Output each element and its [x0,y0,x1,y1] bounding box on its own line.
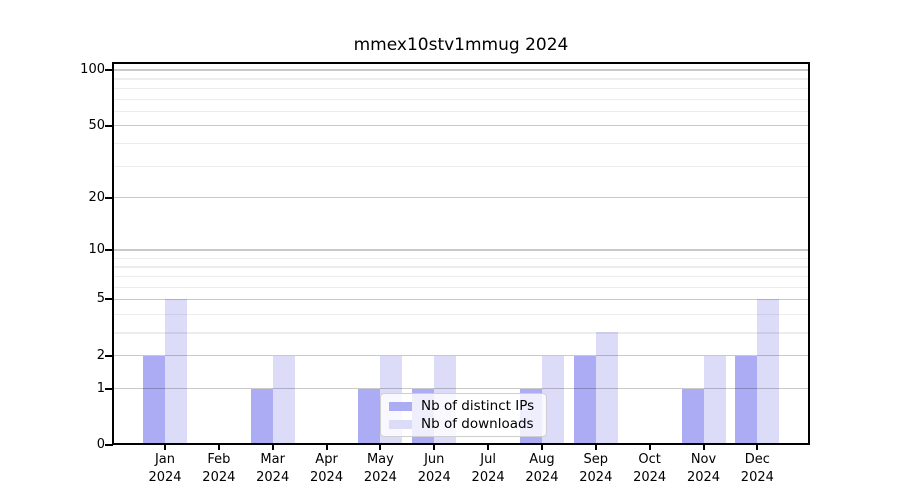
gridline-minor-4 [114,314,808,316]
bar-downloads-nov [703,355,726,443]
x-axis-tick-label-dec: Dec 2024 [725,451,789,487]
x-axis-tick-year-oct: 2024 [633,470,667,485]
y-axis-tick-label-50: 50 [88,117,105,133]
y-tick-mark-5 [105,298,113,301]
x-axis-tick-year-mar: 2024 [256,470,290,485]
y-axis-tick-label-1: 1 [96,380,105,396]
legend-swatch-downloads [389,419,412,429]
plot-spine-left [112,62,114,445]
bar-distinct-ips-may [358,388,381,443]
bar-distinct-ips-dec [735,355,758,443]
gridline-major-5 [114,298,808,301]
bar-distinct-ips-nov [681,388,704,443]
bar-downloads-sep [595,332,618,443]
y-axis-tick-label-100: 100 [80,62,105,77]
bar-distinct-ips-sep [573,355,596,443]
x-axis-tick-label-oct: Oct 2024 [618,451,682,487]
bar-downloads-mar [272,355,295,443]
plot-spine-bottom [112,443,810,445]
y-tick-mark-20 [105,196,113,199]
x-tick-mark-feb [217,445,220,450]
x-axis-tick-label-jun: Jun 2024 [402,451,466,487]
x-axis-tick-year-apr: 2024 [310,470,344,485]
x-tick-mark-nov [702,445,705,450]
legend-item-distinct-ips: Nb of distinct IPs [389,397,538,414]
legend-swatch-distinct-ips [389,401,412,411]
gridline-minor-90 [114,78,808,80]
gridline-major-20 [114,196,808,199]
gridline-minor-80 [114,87,808,90]
gridline-major-50 [114,124,808,127]
x-axis-tick-year-jan: 2024 [148,470,182,485]
x-axis-tick-label-apr: Apr 2024 [295,451,359,487]
y-tick-mark-1 [105,387,113,390]
y-tick-mark-100 [105,69,113,71]
x-axis-tick-year-dec: 2024 [740,470,774,485]
gridline-minor-9 [114,257,808,260]
bar-downloads-aug [541,355,564,443]
gridline-minor-40 [114,143,808,145]
x-tick-mark-oct [648,445,651,450]
y-tick-mark-0 [105,444,113,446]
plot-spine-right [808,62,810,445]
y-axis-tick-label-20: 20 [88,189,105,205]
gridline-minor-60 [114,110,808,113]
gridline-minor-3 [114,332,808,334]
x-axis-tick-year-sep: 2024 [579,470,613,485]
x-tick-mark-jan [164,445,166,450]
x-axis-tick-year-feb: 2024 [202,470,236,485]
x-tick-mark-jul [487,445,490,450]
legend-item-downloads: Nb of downloads [389,415,538,432]
bar-downloads-jan [165,299,187,443]
y-tick-mark-50 [105,124,113,127]
x-tick-mark-apr [325,445,328,450]
x-axis-tick-label-jul: Jul 2024 [456,451,520,487]
plot-area [105,62,810,450]
x-axis-tick-label-aug: Aug 2024 [510,451,574,487]
gridline-major-1 [114,387,808,390]
x-tick-mark-mar [271,445,274,450]
y-axis-tick-label-0: 0 [96,437,105,452]
y-axis-tick-label-2: 2 [96,347,105,363]
gridline-minor-7 [114,276,808,278]
legend-label-downloads: Nb of downloads [421,415,534,432]
x-axis-tick-label-may: May 2024 [348,451,412,487]
x-axis-tick-label-feb: Feb 2024 [187,451,251,487]
gridline-minor-6 [114,286,808,289]
x-axis-tick-year-jul: 2024 [471,470,505,485]
x-axis-tick-label-sep: Sep 2024 [564,451,628,487]
x-axis-tick-year-aug: 2024 [525,470,559,485]
x-tick-mark-jun [433,445,436,450]
x-tick-mark-aug [540,445,543,450]
gridline-major-2 [114,355,808,357]
y-axis-tick-label-5: 5 [96,291,105,307]
legend-label-distinct-ips: Nb of distinct IPs [421,397,535,414]
y-tick-mark-2 [105,354,113,357]
gridline-minor-8 [114,266,808,268]
y-axis-tick-label-10: 10 [88,242,105,258]
chart-title: mmex10stv1mmug 2024 [353,35,569,55]
gridline-major-100 [114,69,808,71]
x-axis-tick-label-mar: Mar 2024 [241,451,305,487]
x-axis-tick-year-nov: 2024 [686,470,721,485]
bar-downloads-dec [757,299,780,443]
bar-distinct-ips-jan [143,355,165,443]
y-tick-mark-10 [105,249,113,252]
legend: Nb of distinct IPs Nb of downloads [380,393,547,437]
gridline-major-10 [114,249,808,251]
bar-distinct-ips-mar [250,388,273,443]
x-tick-mark-dec [756,445,759,450]
plot-spine-top [112,62,810,64]
x-axis-tick-year-may: 2024 [363,470,397,485]
x-axis-tick-label-nov: Nov 2024 [672,451,736,487]
gridline-minor-30 [114,165,808,168]
x-axis-tick-label-jan: Jan 2024 [133,451,197,487]
gridline-minor-70 [114,98,808,100]
x-tick-mark-may [379,445,382,450]
x-axis-tick-year-jun: 2024 [417,470,451,485]
x-tick-mark-sep [594,445,597,450]
